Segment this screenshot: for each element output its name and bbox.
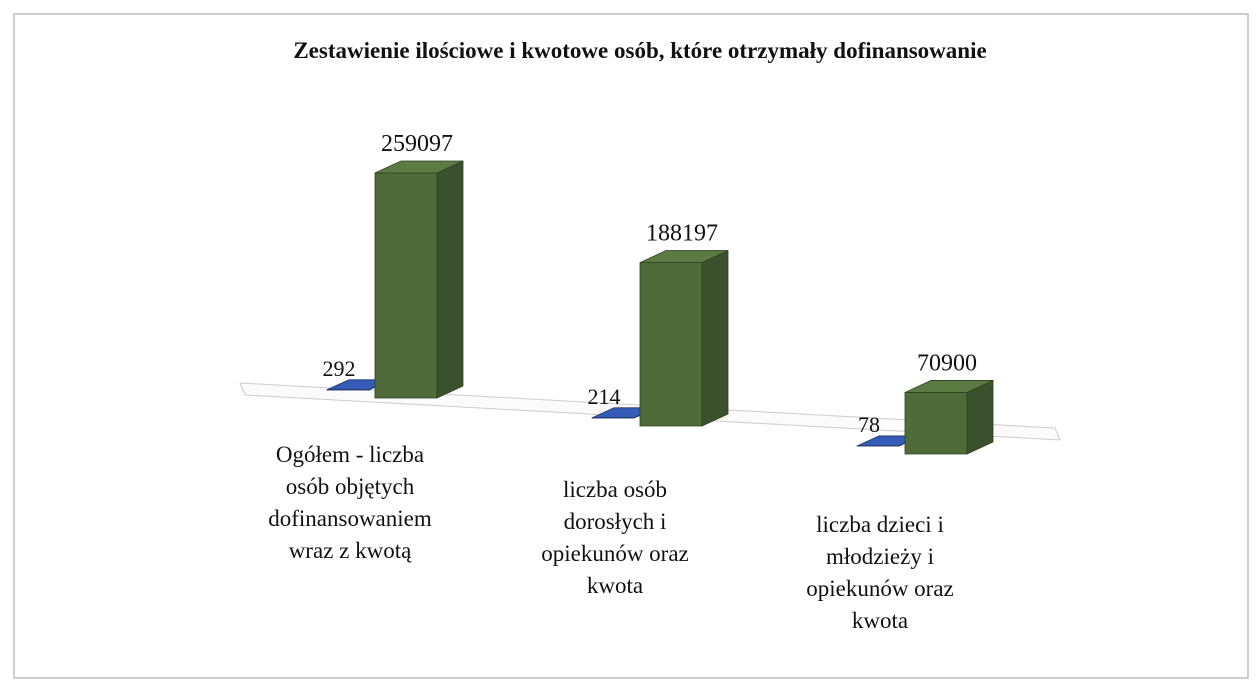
label-line: dofinansowaniem [268,506,432,531]
x-tick-label: liczba dzieci i młodzieży i opiekunów oraz… [806,512,954,633]
label-line: wraz z kwotą [289,538,412,563]
label-line: opiekunów oraz [541,541,689,566]
label-line: kwota [852,608,908,633]
label-line: osób objętych [286,474,415,499]
label-line: Ogółem - liczba [276,442,424,467]
bar [904,379,994,455]
bar [374,160,464,399]
bar-face [904,392,968,455]
bar-face [639,262,703,427]
label-line: opiekunów oraz [806,576,954,601]
bar-face [374,160,464,174]
label-line: liczba osób [563,477,667,502]
x-tick-label: liczba osób dorosłych i opiekunów oraz kwot… [541,477,689,598]
bar-face [374,172,438,399]
chart-frame [13,13,1249,679]
data-label: 292 [323,356,356,381]
bar [639,249,729,427]
data-label: 78 [858,412,880,437]
data-label: 188197 [646,221,718,247]
label-line: dorosłych i [564,509,667,534]
bar-face [701,249,729,427]
chart-title: Zestawienie ilościowe i kwotowe osób, kt… [293,38,986,63]
label-line: kwota [587,573,643,598]
data-label: 259097 [381,131,453,157]
bar-face [904,380,994,393]
label-line: liczba dzieci i [816,512,944,537]
bar-face [639,250,729,263]
x-tick-label: Ogółem - liczba osób objętych dofinansowan… [268,442,432,563]
bar-face [436,160,464,399]
data-label: 214 [588,384,621,409]
data-label: 70900 [917,350,977,376]
label-line: młodzieży i [826,544,934,569]
bar-face [966,379,994,455]
